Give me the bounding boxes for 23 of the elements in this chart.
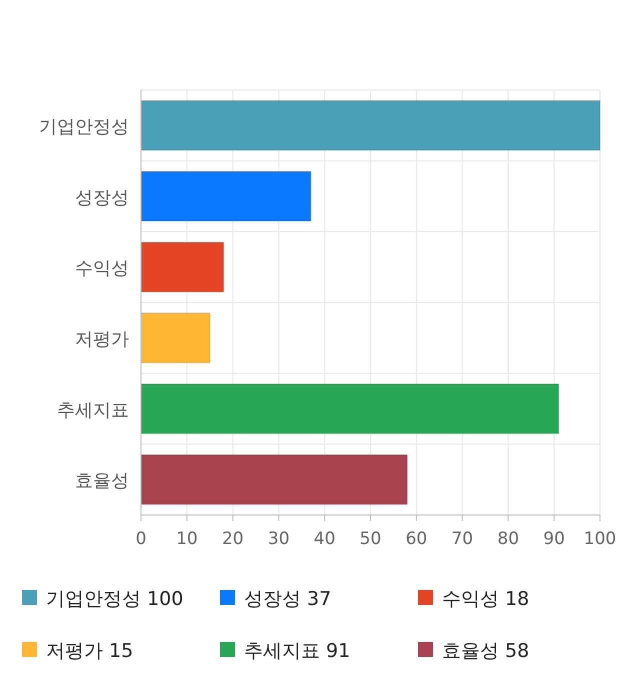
legend-label: 수익성 18	[442, 588, 530, 610]
x-tick-label: 70	[451, 529, 474, 549]
y-tick-label: 수익성	[75, 258, 129, 280]
y-tick-label: 저평가	[75, 328, 129, 350]
y-tick-label: 기업안정성	[39, 116, 129, 138]
x-tick-label: 80	[497, 529, 520, 549]
y-tick-label: 효율성	[75, 470, 129, 492]
x-tick-label: 40	[314, 529, 336, 549]
legend-label: 성장성 37	[244, 588, 332, 610]
y-tick-label: 성장성	[75, 187, 129, 208]
legend-label: 기업안정성 100	[46, 588, 184, 610]
x-tick-label: 0	[136, 529, 146, 549]
x-tick-label: 90	[543, 529, 565, 549]
x-tick-label: 60	[406, 529, 428, 549]
legend-label: 추세지표 91	[244, 640, 350, 662]
x-tick-label: 20	[222, 529, 244, 549]
legend-label: 저평가 15	[46, 640, 134, 662]
x-tick-label: 50	[360, 529, 382, 549]
x-tick-label: 10	[176, 529, 198, 549]
x-tick-label: 30	[268, 529, 290, 549]
legend-label: 효율성 58	[442, 640, 530, 662]
y-tick-label: 추세지표	[57, 400, 129, 421]
x-tick-label: 100	[584, 529, 616, 549]
